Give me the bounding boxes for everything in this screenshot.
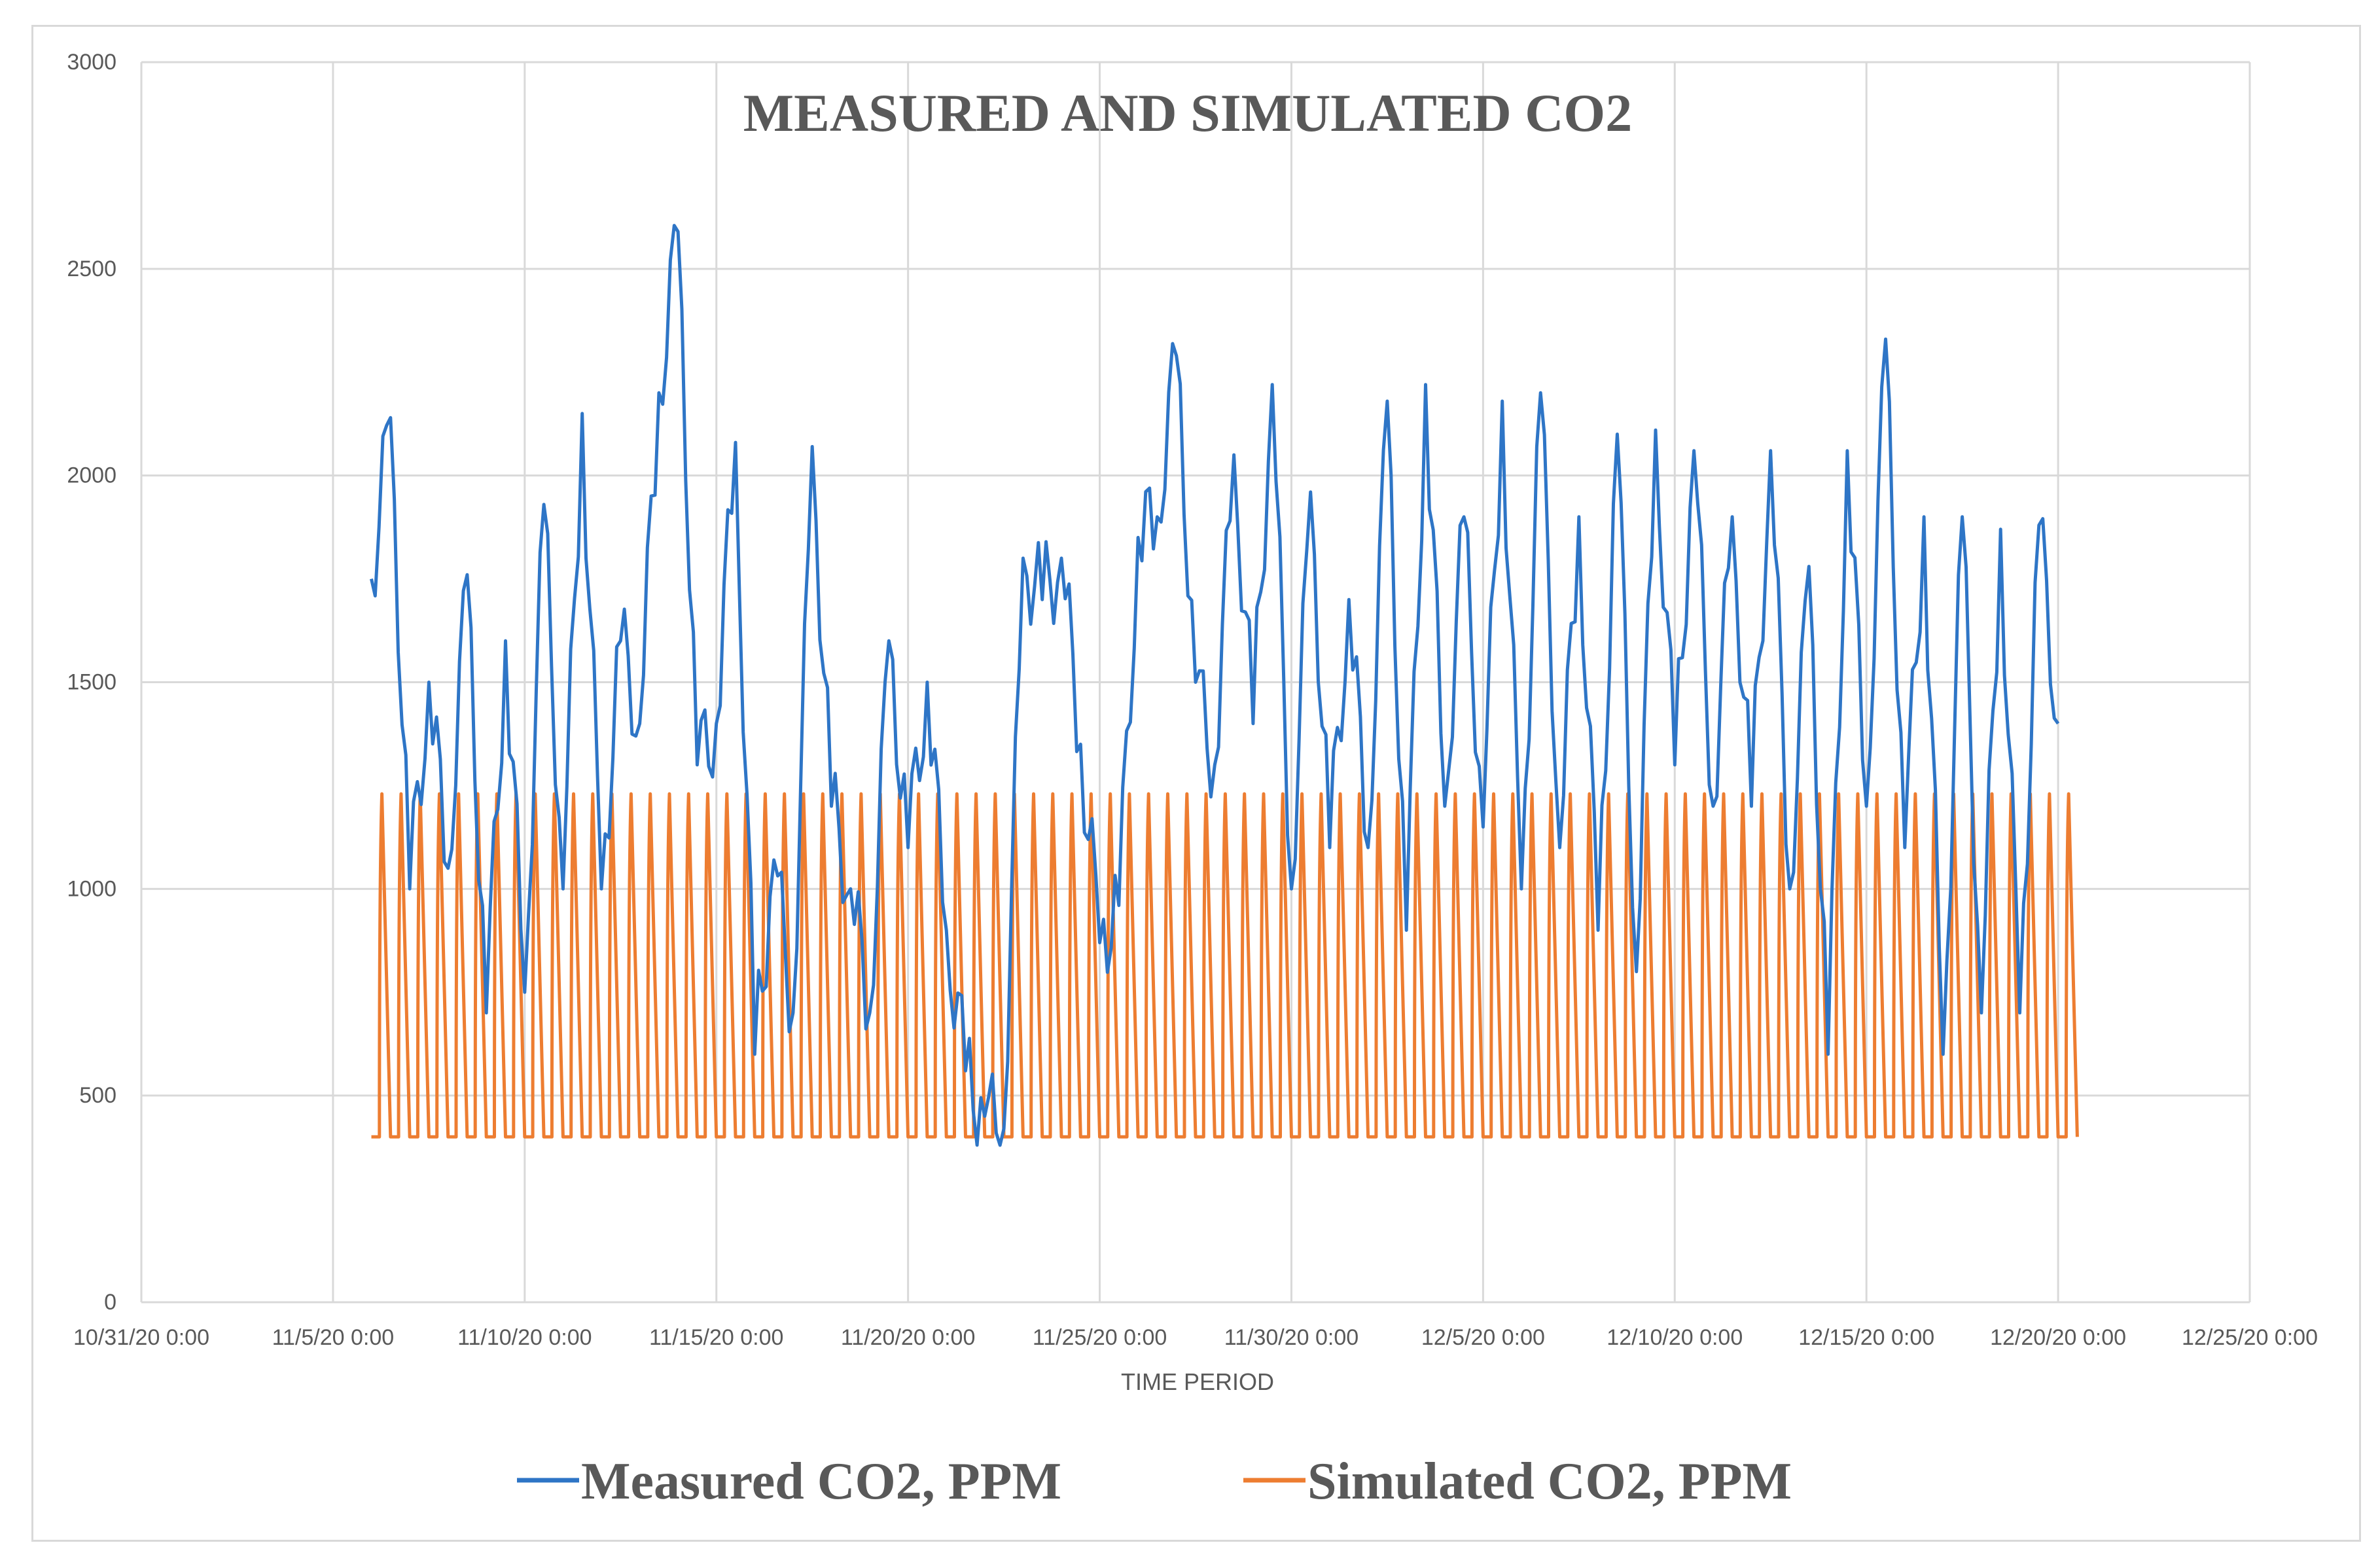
y-tick-label-0: 0 (104, 1290, 116, 1315)
x-tick-label-1: 11/5/20 0:00 (272, 1325, 395, 1350)
legend-label-simulated: Simulated CO2, PPM (1307, 1453, 1792, 1510)
x-tick-label-9: 12/15/20 0:00 (1798, 1325, 1934, 1350)
x-tick-label-11: 12/25/20 0:00 (2182, 1325, 2318, 1350)
y-tick-label-1000: 1000 (67, 876, 116, 901)
x-tick-label-8: 12/10/20 0:00 (1607, 1325, 1743, 1350)
series-line-simulated (371, 792, 2079, 1139)
x-axis-title: TIME PERIOD (1121, 1368, 1274, 1395)
series-layer (370, 224, 2079, 1147)
x-tick-label-3: 11/15/20 0:00 (649, 1325, 783, 1350)
y-tick-label-500: 500 (79, 1083, 116, 1108)
axis-layer: 0 500 1000 1500 2000 2500 3000 10/31/20 0:00 11/… (67, 50, 2318, 1350)
y-tick-label-1500: 1500 (67, 670, 116, 695)
x-tick-label-10: 12/20/20 0:00 (1990, 1325, 2126, 1350)
legend-label-measured: Measured CO2, PPM (581, 1453, 1061, 1510)
x-tick-label-7: 12/5/20 0:00 (1421, 1325, 1545, 1350)
x-tick-label-4: 11/20/20 0:00 (841, 1325, 975, 1350)
series-line-measured (370, 224, 2060, 1147)
y-tick-label-2000: 2000 (67, 463, 116, 488)
x-tick-label-2: 11/10/20 0:00 (457, 1325, 592, 1350)
x-tick-label-5: 11/25/20 0:00 (1033, 1325, 1167, 1350)
legend: Measured CO2, PPM Simulated CO2, PPM (517, 1453, 1792, 1510)
chart-title: MEASURED AND SIMULATED CO2 (743, 83, 1632, 143)
x-tick-label-6: 11/30/20 0:00 (1224, 1325, 1359, 1350)
y-tick-label-3000: 3000 (67, 50, 116, 75)
grid-layer (140, 61, 2251, 1304)
y-tick-label-2500: 2500 (67, 257, 116, 281)
x-tick-label-0: 10/31/20 0:00 (73, 1325, 209, 1350)
